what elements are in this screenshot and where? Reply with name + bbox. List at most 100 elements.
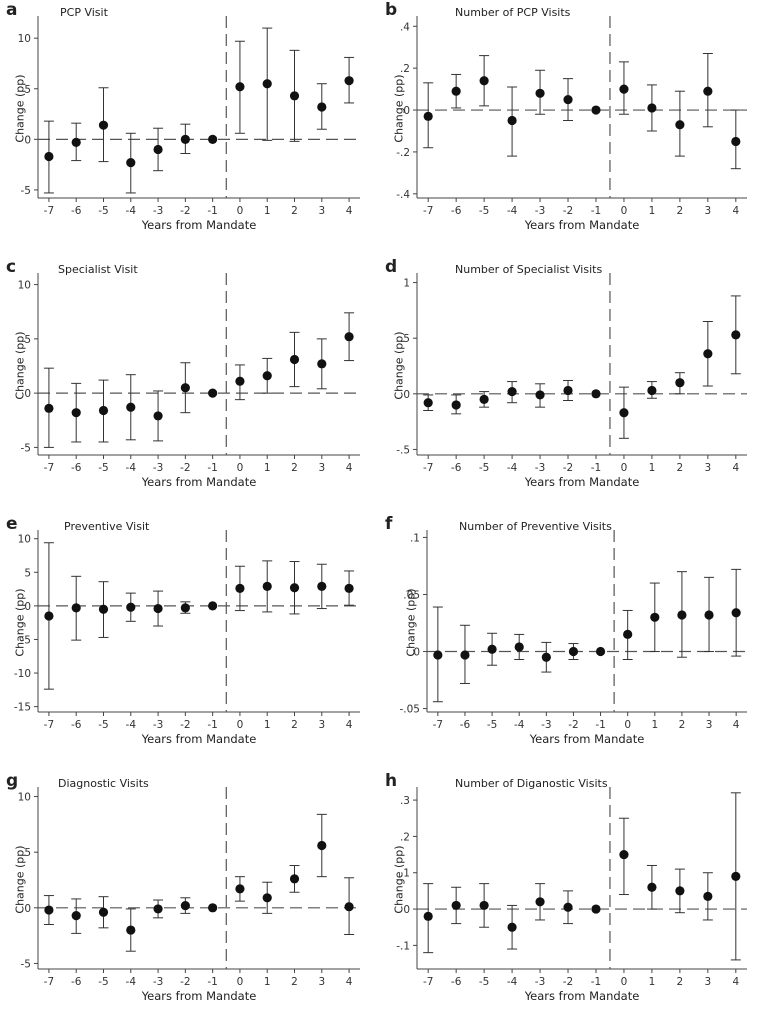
x-tick-label: -2 bbox=[563, 205, 573, 217]
x-tick-label: -5 bbox=[98, 462, 108, 474]
y-tick-label: 0 bbox=[24, 903, 31, 915]
data-point bbox=[591, 105, 601, 115]
x-tick-label: 0 bbox=[237, 976, 244, 988]
data-point bbox=[344, 583, 354, 594]
data-point bbox=[208, 903, 218, 913]
y-tick-label: .1 bbox=[400, 868, 410, 880]
data-point bbox=[344, 902, 354, 912]
y-tick-label: -5 bbox=[21, 634, 31, 646]
panel-letter: d bbox=[385, 257, 398, 277]
chart-svg: -5 0 5 10 -7 -6 -5 -4 -3 -2 -1 0 1 2 3 4 bbox=[18, 787, 360, 988]
y-tick-label: .1 bbox=[410, 532, 420, 544]
x-tick-label: -5 bbox=[479, 205, 489, 217]
data-point bbox=[44, 403, 54, 413]
data-point bbox=[71, 408, 81, 418]
data-point bbox=[619, 408, 629, 418]
y-tick-label: -5 bbox=[21, 442, 31, 454]
x-tick-label: 1 bbox=[649, 462, 656, 474]
panel-letter: c bbox=[6, 257, 17, 277]
x-tick-label: 1 bbox=[649, 205, 656, 217]
y-tick-label: 0 bbox=[24, 601, 31, 613]
x-axis-label: Years from Mandate bbox=[524, 218, 640, 232]
data-point bbox=[731, 871, 741, 881]
chart-svg: -.1 0 .1 .2 .3 -7 -6 -5 -4 -3 -2 -1 0 1 2 3 4 bbox=[396, 787, 747, 988]
panel-letter: e bbox=[6, 514, 18, 534]
x-tick-label: -7 bbox=[44, 205, 54, 217]
x-tick-label: 2 bbox=[679, 719, 686, 731]
x-tick-label: -3 bbox=[541, 719, 551, 731]
x-tick-label: 3 bbox=[706, 719, 713, 731]
data-point bbox=[126, 402, 136, 412]
y-tick-label: 10 bbox=[18, 33, 31, 45]
data-point bbox=[563, 385, 573, 396]
x-tick-label: 0 bbox=[237, 205, 244, 217]
y-tick-label: 5 bbox=[24, 567, 31, 579]
x-tick-label: 2 bbox=[677, 205, 684, 217]
x-tick-label: -5 bbox=[487, 719, 497, 731]
data-point bbox=[647, 385, 657, 396]
x-tick-label: 1 bbox=[264, 719, 271, 731]
x-tick-label: 4 bbox=[732, 205, 739, 217]
x-tick-label: -4 bbox=[514, 719, 525, 731]
data-point bbox=[675, 120, 685, 130]
data-point bbox=[126, 158, 136, 168]
data-point bbox=[647, 882, 657, 892]
panel-f: f Number of Preventive Visits Change (pp… bbox=[379, 514, 758, 764]
x-axis-label: Years from Mandate bbox=[529, 732, 645, 746]
data-point bbox=[235, 583, 245, 594]
x-tick-label: -1 bbox=[591, 205, 601, 217]
panel-title: Number of Specialist Visits bbox=[455, 263, 603, 276]
data-point bbox=[731, 330, 741, 340]
data-point bbox=[344, 76, 354, 86]
panel-title: Preventive Visit bbox=[64, 520, 150, 533]
data-point bbox=[235, 884, 245, 894]
x-tick-label: -2 bbox=[180, 205, 190, 217]
x-axis-label: Years from Mandate bbox=[141, 475, 257, 489]
panel-d: d Number of Specialist Visits Change (pp… bbox=[379, 257, 758, 507]
data-point bbox=[647, 103, 657, 113]
x-tick-label: -1 bbox=[207, 976, 217, 988]
x-tick-label: -2 bbox=[563, 462, 573, 474]
y-tick-label: .2 bbox=[400, 831, 410, 843]
y-tick-label: -.5 bbox=[396, 444, 410, 456]
x-tick-label: -2 bbox=[180, 719, 190, 731]
panel-letter: g bbox=[6, 771, 19, 791]
y-tick-label: 0 bbox=[403, 904, 410, 916]
data-point bbox=[208, 601, 218, 611]
panel-g: g Diagnostic Visits Change (pp) Years fr… bbox=[0, 771, 379, 1021]
data-point bbox=[704, 610, 714, 620]
x-tick-label: -1 bbox=[207, 719, 217, 731]
x-tick-label: -3 bbox=[535, 205, 545, 217]
x-tick-label: -4 bbox=[126, 719, 137, 731]
x-tick-label: -1 bbox=[591, 976, 601, 988]
y-tick-label: -5 bbox=[21, 958, 31, 970]
y-tick-label: -5 bbox=[21, 185, 31, 197]
data-point bbox=[180, 383, 190, 393]
x-tick-label: 3 bbox=[318, 462, 325, 474]
x-tick-label: 1 bbox=[649, 976, 656, 988]
y-tick-label: 5 bbox=[24, 84, 31, 96]
data-point bbox=[344, 332, 354, 342]
x-tick-label: -6 bbox=[71, 976, 82, 988]
x-tick-label: -3 bbox=[153, 976, 163, 988]
x-tick-label: -6 bbox=[71, 719, 82, 731]
y-tick-label: 10 bbox=[18, 280, 31, 292]
panel-letter: b bbox=[385, 0, 398, 20]
x-tick-label: 3 bbox=[318, 205, 325, 217]
panel-letter: a bbox=[6, 0, 18, 20]
x-tick-label: -6 bbox=[451, 976, 462, 988]
panel-b: b Number of PCP Visits Change (pp) Years… bbox=[379, 0, 758, 250]
x-tick-label: -7 bbox=[44, 719, 54, 731]
x-tick-label: -7 bbox=[423, 205, 433, 217]
data-point bbox=[289, 354, 300, 365]
data-point bbox=[675, 378, 685, 388]
y-tick-label: 0 bbox=[24, 134, 31, 146]
x-tick-label: -3 bbox=[535, 462, 545, 474]
data-point bbox=[487, 644, 497, 654]
x-tick-label: -5 bbox=[479, 462, 489, 474]
panel-title: Specialist Visit bbox=[58, 263, 138, 276]
panel-c: c Specialist Visit Change (pp) Years fro… bbox=[0, 257, 379, 507]
x-tick-label: 1 bbox=[651, 719, 658, 731]
x-tick-label: -2 bbox=[568, 719, 578, 731]
x-tick-label: -4 bbox=[126, 462, 137, 474]
